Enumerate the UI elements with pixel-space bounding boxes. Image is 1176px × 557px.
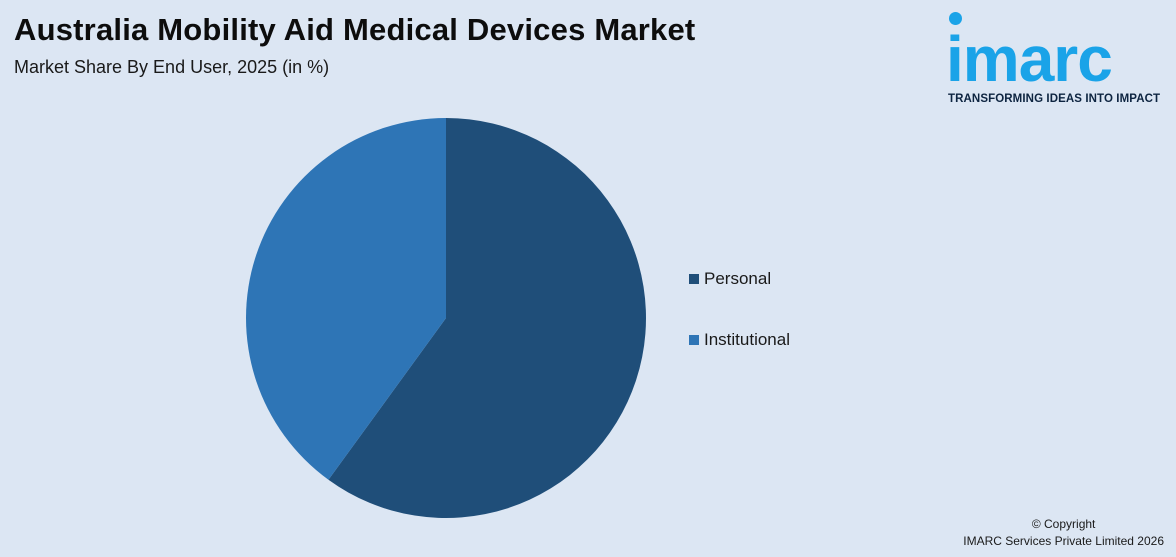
- legend-item-institutional: Institutional: [689, 329, 790, 351]
- copyright-line2: IMARC Services Private Limited 2026: [963, 534, 1164, 548]
- pie-slice-institutional: [246, 117, 446, 480]
- logo-dot-icon: [949, 12, 962, 25]
- legend-label: Institutional: [704, 330, 790, 349]
- chart-subtitle: Market Share By End User, 2025 (in %): [14, 57, 330, 77]
- copyright-line1: © Copyright: [1031, 517, 1096, 531]
- pie-slice-personal: [328, 118, 646, 519]
- legend-swatch: [689, 335, 699, 345]
- chart-legend: Personal Institutional: [689, 268, 790, 390]
- imarc-logo: imarc TRANSFORMING IDEAS INTO IMPACT: [946, 12, 1170, 108]
- chart-title: Australia Mobility Aid Medical Devices M…: [14, 12, 696, 47]
- logo-wordmark: imarc: [946, 23, 1113, 95]
- legend-label: Personal: [704, 269, 772, 288]
- copyright: © Copyright IMARC Services Private Limit…: [963, 516, 1164, 550]
- logo-tagline: TRANSFORMING IDEAS INTO IMPACT: [948, 93, 1161, 105]
- legend-item-personal: Personal: [689, 268, 790, 290]
- legend-swatch: [689, 274, 699, 284]
